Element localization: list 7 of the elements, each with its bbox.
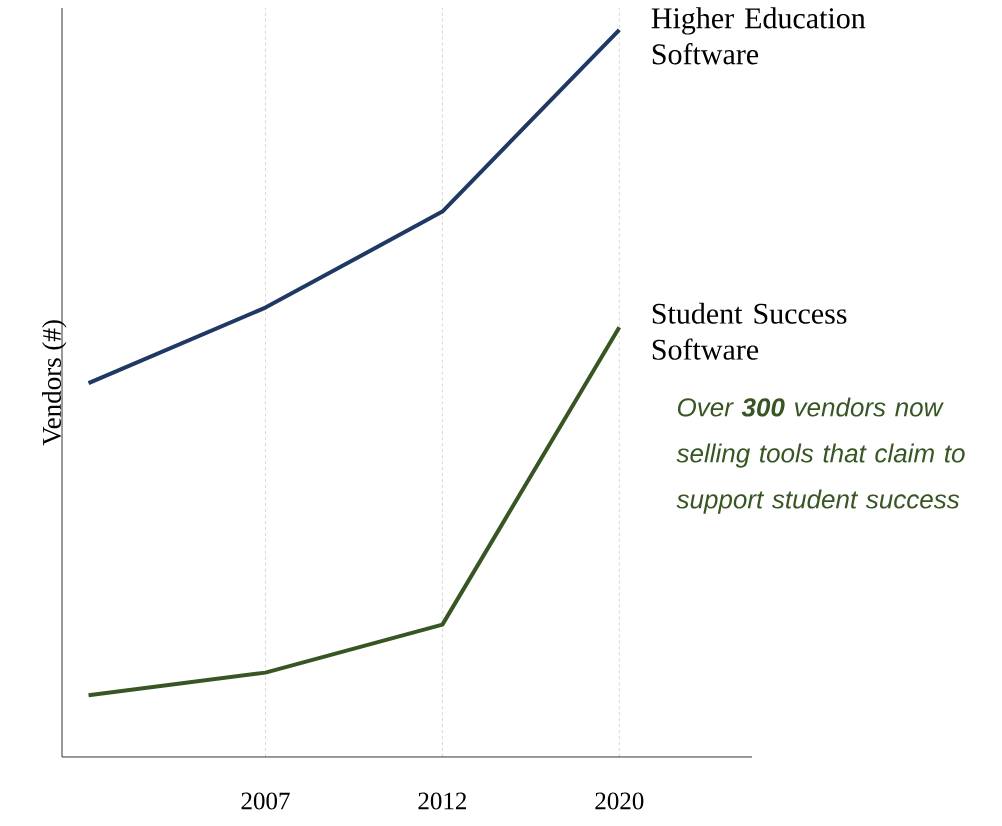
y-axis-title: Vendors (#) [42,320,67,446]
x-tick-label: 2020 [595,792,644,810]
x-tick-label: 2007 [241,792,290,810]
x-tick-label: 2012 [418,792,467,810]
annotation: Over 300 vendors now selling tools that claim to support student success [676,397,965,514]
series-label: Student Success Software [652,302,847,360]
series-label: Higher Education Software [651,7,866,65]
